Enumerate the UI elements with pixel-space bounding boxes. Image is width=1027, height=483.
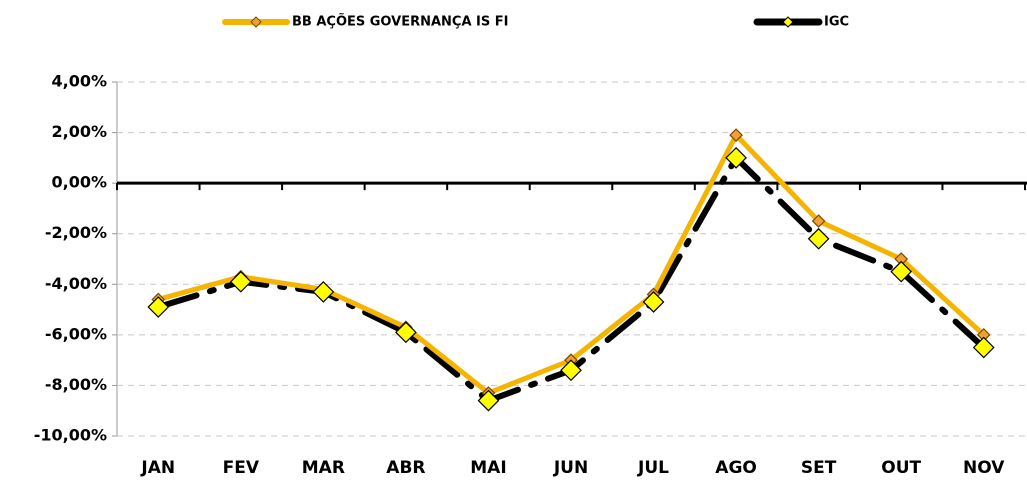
marker bbox=[807, 227, 830, 250]
marker bbox=[811, 214, 826, 228]
y-tick-label: -10,00% bbox=[34, 426, 107, 445]
x-tick-label: JUL bbox=[637, 458, 669, 478]
marker bbox=[642, 291, 665, 313]
y-tick-label: -4,00% bbox=[45, 274, 107, 293]
marker bbox=[229, 270, 252, 293]
legend-marker bbox=[782, 16, 794, 28]
y-tick-label: 4,00% bbox=[51, 72, 107, 91]
x-tick-label: MAR bbox=[302, 458, 345, 478]
legend-label: IGC bbox=[824, 15, 849, 30]
marker bbox=[312, 281, 335, 303]
x-tick-label: AGO bbox=[715, 458, 757, 478]
x-tick-label: MAI bbox=[470, 458, 506, 478]
marker bbox=[725, 147, 747, 169]
marker bbox=[147, 296, 170, 318]
x-tick-label: JAN bbox=[140, 458, 175, 478]
legend-label: BB AÇÕES GOVERNANÇA IS FI bbox=[292, 14, 508, 30]
marker bbox=[972, 336, 995, 359]
marker bbox=[477, 389, 500, 412]
y-tick-label: 2,00% bbox=[51, 122, 107, 141]
marker bbox=[395, 321, 417, 344]
legend-marker bbox=[250, 16, 262, 28]
x-tick-label: SET bbox=[801, 458, 837, 478]
y-tick-label: -8,00% bbox=[45, 375, 107, 394]
x-tick-label: NOV bbox=[963, 458, 1005, 478]
y-tick-label: -2,00% bbox=[45, 223, 107, 242]
x-tick-label: OUT bbox=[881, 458, 921, 478]
y-tick-label: 0,00% bbox=[51, 173, 107, 192]
x-tick-label: FEV bbox=[223, 458, 260, 478]
x-tick-label: ABR bbox=[386, 458, 425, 478]
x-tick-label: JUN bbox=[553, 458, 588, 478]
y-tick-label: -6,00% bbox=[45, 324, 107, 343]
marker bbox=[560, 359, 582, 382]
marker bbox=[890, 260, 913, 283]
marker bbox=[729, 128, 743, 142]
